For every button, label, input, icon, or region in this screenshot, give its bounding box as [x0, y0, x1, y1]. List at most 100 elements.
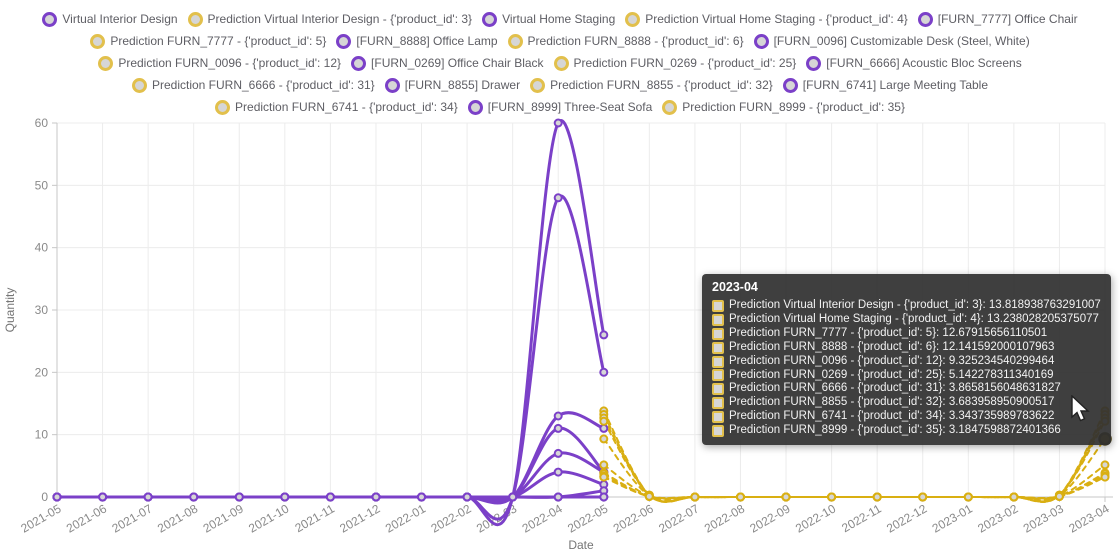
legend-item[interactable]: [FURN_7777] Office Chair [917, 11, 1078, 27]
x-tick-label: 2022-11 [839, 501, 884, 535]
x-tick-label: 2021-05 [18, 501, 63, 535]
x-tick-label: 2023-01 [930, 501, 975, 535]
data-point[interactable] [553, 492, 563, 502]
tooltip-series-value: Prediction FURN_6666 - {'product_id': 31… [729, 382, 1061, 395]
data-point[interactable] [553, 423, 563, 433]
legend-item[interactable]: Prediction FURN_6666 - {'product_id': 31… [131, 77, 375, 93]
data-point[interactable] [918, 492, 928, 502]
x-axis-title: Date [568, 538, 594, 552]
legend-item[interactable]: Prediction FURN_0096 - {'product_id': 12… [98, 55, 341, 71]
x-tick-label: 2022-02 [428, 501, 473, 535]
legend-row: Prediction FURN_6741 - {'product_id': 34… [0, 96, 1120, 118]
series-points [52, 118, 1110, 502]
data-point[interactable] [189, 492, 199, 502]
legend-item[interactable]: Virtual Interior Design [42, 11, 178, 27]
legend-item[interactable]: Prediction FURN_8999 - {'product_id': 35… [662, 99, 905, 115]
data-point[interactable] [234, 492, 244, 502]
legend-item[interactable]: Prediction FURN_8888 - {'product_id': 6} [507, 33, 744, 49]
data-point[interactable] [417, 492, 426, 502]
series-line[interactable] [602, 471, 1106, 500]
tooltip-series-marker-icon [712, 313, 724, 326]
legend-label: [FURN_7777] Office Chair [937, 12, 1078, 26]
data-point[interactable] [599, 434, 609, 444]
tooltip-series-marker-icon [712, 397, 724, 410]
data-point[interactable] [599, 492, 609, 502]
data-point[interactable] [872, 492, 882, 502]
legend-item[interactable]: Virtual Home Staging [482, 11, 615, 27]
data-point[interactable] [98, 492, 108, 502]
legend-item[interactable]: [FURN_0096] Customizable Desk (Steel, Wh… [753, 33, 1030, 49]
tooltip-series-marker-icon [712, 299, 724, 312]
tooltip-row: Prediction Virtual Interior Design - {'p… [712, 299, 1101, 313]
series-line[interactable] [602, 476, 1106, 500]
data-point[interactable] [599, 330, 609, 340]
data-point[interactable] [52, 492, 62, 502]
x-tick-label: 2021-07 [109, 501, 154, 535]
legend-item[interactable]: Prediction FURN_8855 - {'product_id': 32… [530, 77, 773, 93]
data-point[interactable] [1009, 492, 1019, 502]
data-point[interactable] [1100, 472, 1110, 482]
x-tick-label: 2022-01 [383, 501, 428, 535]
data-point[interactable] [553, 118, 563, 128]
data-point[interactable] [599, 472, 609, 482]
tooltip-series-value: Prediction FURN_8888 - {'product_id': 6}… [729, 340, 1055, 353]
data-point[interactable] [690, 492, 700, 502]
data-point[interactable] [781, 492, 791, 502]
legend-item[interactable]: Prediction Virtual Interior Design - {'p… [187, 11, 473, 27]
legend-label: Prediction Virtual Interior Design - {'p… [207, 12, 473, 26]
legend-label: Prediction FURN_8999 - {'product_id': 35… [682, 100, 905, 114]
data-point[interactable] [599, 367, 609, 377]
legend-item[interactable]: [FURN_8888] Office Lamp [336, 33, 498, 49]
data-point[interactable] [553, 467, 563, 477]
data-point[interactable] [325, 492, 335, 502]
data-point[interactable] [280, 492, 290, 502]
legend-label: Prediction FURN_6666 - {'product_id': 31… [151, 78, 375, 92]
data-point[interactable] [462, 492, 472, 502]
legend-item[interactable]: Prediction FURN_6741 - {'product_id': 34… [215, 99, 458, 115]
x-tick-label: 2021-11 [293, 501, 338, 535]
legend-item[interactable]: [FURN_8855] Drawer [384, 77, 520, 93]
series-line[interactable] [602, 473, 1106, 500]
data-point[interactable] [736, 492, 745, 502]
tooltip-row: Prediction FURN_6666 - {'product_id': 31… [712, 382, 1101, 396]
data-point[interactable] [599, 460, 609, 470]
legend-item[interactable]: [FURN_8999] Three-Seat Sofa [467, 99, 652, 115]
y-tick-label: 40 [35, 241, 49, 255]
legend-item[interactable]: [FURN_6666] Acoustic Bloc Screens [806, 55, 1022, 71]
tooltip-series-marker-icon [712, 327, 724, 340]
legend-item[interactable]: Prediction Virtual Home Staging - {'prod… [625, 11, 908, 27]
y-axis-title: Quantity [3, 288, 17, 333]
data-point[interactable] [553, 411, 563, 421]
legend-item[interactable]: Prediction FURN_7777 - {'product_id': 5} [90, 33, 326, 49]
legend-marker-circle-icon [98, 55, 114, 71]
legend-label: Prediction Virtual Home Staging - {'prod… [645, 12, 908, 26]
tooltip-row: Prediction FURN_8999 - {'product_id': 35… [712, 424, 1101, 438]
tooltip-series-value: Prediction FURN_8855 - {'product_id': 32… [729, 396, 1055, 409]
data-point[interactable] [827, 492, 837, 502]
series-line[interactable] [602, 463, 1106, 500]
legend-item[interactable]: [FURN_6741] Large Meeting Table [782, 77, 988, 93]
legend-label: [FURN_6666] Acoustic Bloc Screens [826, 56, 1022, 70]
data-point[interactable] [599, 416, 609, 426]
data-point[interactable] [553, 448, 563, 458]
data-point[interactable] [644, 491, 654, 501]
data-point[interactable] [1054, 491, 1064, 501]
x-tick-label: 2021-08 [155, 501, 200, 535]
series-line[interactable] [602, 437, 1106, 502]
data-point[interactable] [599, 423, 609, 433]
tooltip-row: Prediction FURN_0269 - {'product_id': 25… [712, 369, 1101, 383]
data-point[interactable] [508, 492, 518, 502]
legend-marker-circle-icon [131, 77, 147, 93]
data-point[interactable] [1100, 460, 1110, 470]
legend-marker-circle-icon [351, 55, 367, 71]
series-line[interactable] [602, 475, 1106, 500]
legend-marker-circle-icon [187, 11, 203, 27]
data-point[interactable] [553, 193, 563, 203]
legend-label: Prediction FURN_6741 - {'product_id': 34… [235, 100, 458, 114]
legend-item[interactable]: [FURN_0269] Office Chair Black [351, 55, 544, 71]
data-point[interactable] [963, 492, 973, 502]
legend-item[interactable]: Prediction FURN_0269 - {'product_id': 25… [553, 55, 796, 71]
legend-label: [FURN_8888] Office Lamp [356, 34, 498, 48]
data-point[interactable] [371, 492, 381, 502]
data-point[interactable] [143, 492, 153, 502]
